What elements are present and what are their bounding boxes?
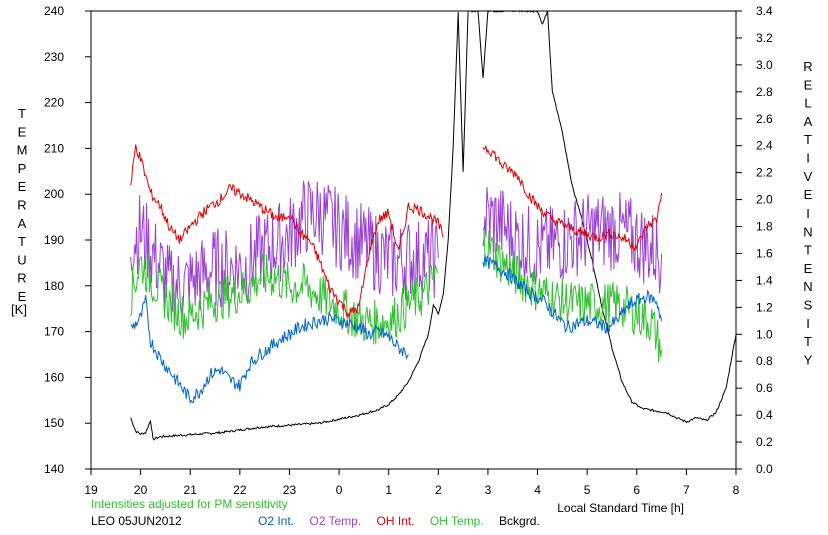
adjustment-note: Intensities adjusted for PM sensitivity xyxy=(91,497,288,511)
series-layer xyxy=(130,11,736,441)
y-left-tick-label: 230 xyxy=(44,50,64,64)
x-tick-label: 0 xyxy=(336,483,343,497)
y-right-tick-label: 0.2 xyxy=(756,435,773,449)
x-tick-label: 7 xyxy=(683,483,690,497)
series-o2-temp-line xyxy=(130,180,439,326)
y-right-tick-label: 1.0 xyxy=(756,327,773,341)
y-right-tick-label: 2.8 xyxy=(756,85,773,99)
y-left-tick-label: 240 xyxy=(44,4,64,18)
y-left-title-letter: A xyxy=(18,216,27,231)
y-left-title-letter: M xyxy=(17,143,28,158)
y-right-title-letter: E xyxy=(804,261,813,276)
x-tick-label: 6 xyxy=(633,483,640,497)
legend-o2-int: O2 Int. xyxy=(258,514,295,528)
y-left-title-letter: P xyxy=(18,161,27,176)
y-left-tick-label: 190 xyxy=(44,233,64,247)
x-tick-label: 1 xyxy=(385,483,392,497)
x-tick-label: 2 xyxy=(435,483,442,497)
y-right-tick-label: 3.0 xyxy=(756,58,773,72)
y-right-title-letter: T xyxy=(804,243,812,258)
y-left-title-letter: T xyxy=(18,106,26,121)
y-left-title-letter: T xyxy=(18,234,26,249)
y-left-unit: [K] xyxy=(11,302,27,317)
series-oh-temp-line xyxy=(130,253,439,345)
y-right-title-letter: T xyxy=(804,334,812,349)
y-left-tick-label: 180 xyxy=(44,279,64,293)
series-o2-int-line xyxy=(130,294,409,405)
y-right-title-letter: I xyxy=(806,206,810,221)
y-right-title-letter: R xyxy=(803,59,812,74)
axes-layer: 19 20 21 22 23 0 1 2 3 4 5 6 7 8140150160170180190200… xyxy=(11,4,813,515)
x-tick-label: 5 xyxy=(584,483,591,497)
y-left-title-letter: R xyxy=(17,271,26,286)
x-axis-label: Local Standard Time [h] xyxy=(557,501,684,515)
y-left-tick-label: 210 xyxy=(44,141,64,155)
y-left-tick-label: 160 xyxy=(44,370,64,384)
y-right-title-letter: I xyxy=(806,316,810,331)
y-right-tick-label: 0.8 xyxy=(756,354,773,368)
legend-oh-int: OH Int. xyxy=(376,514,415,528)
y-right-title-letter: Y xyxy=(804,352,813,367)
x-tick-label: 23 xyxy=(283,483,297,497)
y-left-tick-label: 150 xyxy=(44,416,64,430)
y-right-tick-label: 1.8 xyxy=(756,220,773,234)
x-tick-label: 4 xyxy=(534,483,541,497)
legend-bckgrd: Bckgrd. xyxy=(499,514,540,528)
y-right-tick-label: 0.4 xyxy=(756,408,773,422)
y-right-tick-label: 0.0 xyxy=(756,462,773,476)
y-right-tick-label: 0.6 xyxy=(756,381,773,395)
legend-o2-temp: O2 Temp. xyxy=(309,514,362,528)
x-tick-label: 22 xyxy=(233,483,247,497)
y-left-tick-label: 140 xyxy=(44,462,64,476)
y-right-title-letter: E xyxy=(804,187,813,202)
y-right-tick-label: 3.4 xyxy=(756,4,773,18)
series-oh-int-line xyxy=(130,144,444,319)
station-date: LEO 05JUN2012 xyxy=(91,514,182,528)
y-left-tick-label: 220 xyxy=(44,96,64,110)
series-bckgrd-line xyxy=(130,11,736,441)
legend-oh-temp: OH Temp. xyxy=(429,514,484,528)
y-right-title-letter: L xyxy=(804,96,811,111)
x-tick-label: 3 xyxy=(485,483,492,497)
series-o2-int-line xyxy=(482,254,663,334)
y-right-title-letter: S xyxy=(804,298,813,313)
y-right-tick-label: 2.2 xyxy=(756,166,773,180)
y-left-tick-label: 200 xyxy=(44,187,64,201)
y-right-title-letter: E xyxy=(804,77,813,92)
y-left-title-letter: E xyxy=(18,289,27,304)
y-right-title-letter: I xyxy=(806,151,810,166)
plot-frame xyxy=(90,10,737,470)
y-right-tick-label: 2.0 xyxy=(756,193,773,207)
y-right-tick-label: 3.2 xyxy=(756,31,773,45)
legend: O2 Int. O2 Temp. OH Int. OH Temp. Bckgrd… xyxy=(258,514,540,528)
y-right-tick-label: 2.4 xyxy=(756,139,773,153)
y-right-tick-label: 1.6 xyxy=(756,246,773,260)
series-oh-temp-line xyxy=(482,227,663,363)
y-left-title-letter: E xyxy=(18,124,27,139)
y-left-tick-label: 170 xyxy=(44,325,64,339)
x-tick-label: 21 xyxy=(184,483,198,497)
series-oh-int-line xyxy=(482,144,663,253)
x-tick-label: 8 xyxy=(733,483,740,497)
y-right-title-letter: T xyxy=(804,132,812,147)
y-left-title-letter: R xyxy=(17,198,26,213)
y-right-title-letter: A xyxy=(804,114,813,129)
x-tick-label: 20 xyxy=(134,483,148,497)
y-right-tick-label: 2.6 xyxy=(756,112,773,126)
y-right-tick-label: 1.4 xyxy=(756,273,773,287)
y-left-title-letter: U xyxy=(17,252,26,267)
y-right-title-letter: V xyxy=(804,169,813,184)
y-left-title-letter: E xyxy=(18,179,27,194)
x-tick-label: 19 xyxy=(84,483,98,497)
y-right-title-letter: N xyxy=(803,224,812,239)
y-right-title-letter: N xyxy=(803,279,812,294)
series-o2-temp-line xyxy=(482,186,663,294)
y-right-tick-label: 1.2 xyxy=(756,300,773,314)
